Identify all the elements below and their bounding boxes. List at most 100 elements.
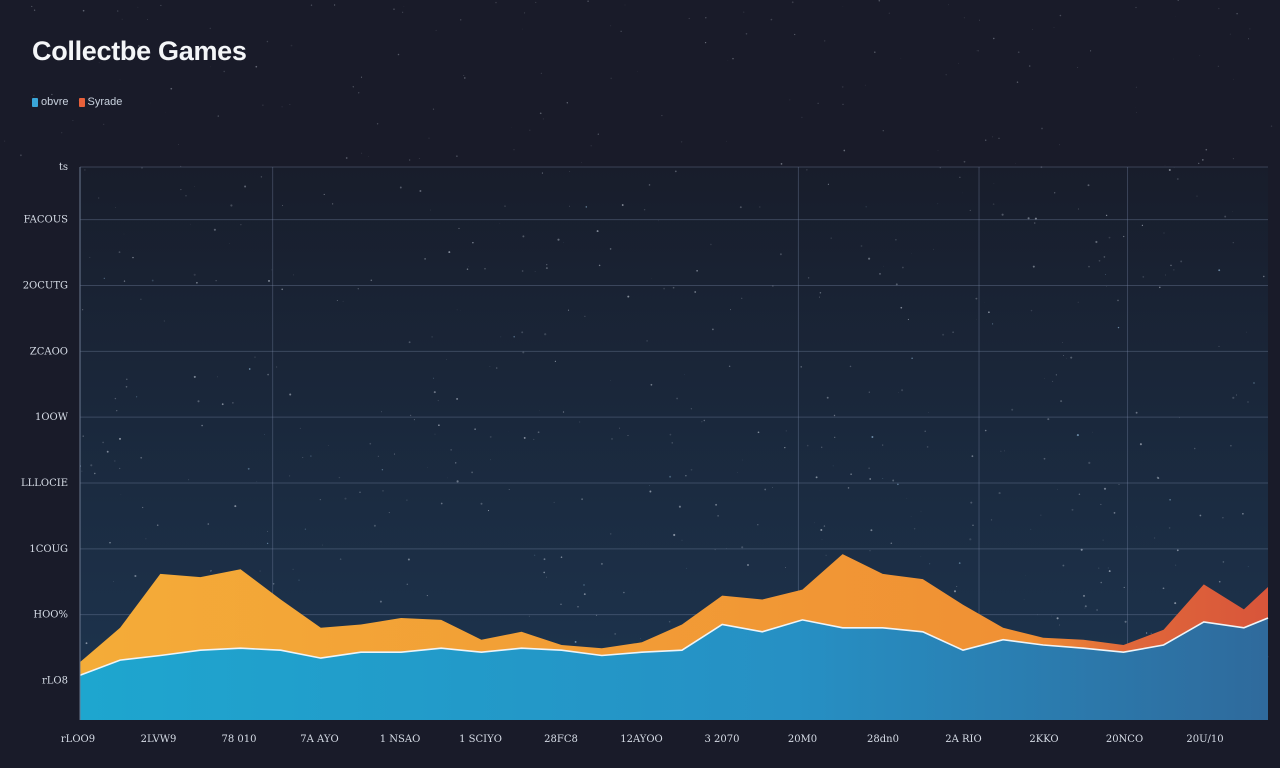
star xyxy=(456,155,458,157)
star xyxy=(160,4,162,6)
star xyxy=(1090,50,1092,52)
star xyxy=(743,11,745,13)
star xyxy=(244,185,247,188)
star xyxy=(1084,605,1087,608)
star xyxy=(504,205,506,207)
star xyxy=(1163,232,1165,234)
star xyxy=(1205,148,1208,151)
star xyxy=(118,437,122,440)
star xyxy=(562,411,565,413)
star xyxy=(993,37,995,40)
star xyxy=(868,391,870,393)
star xyxy=(472,242,474,244)
star xyxy=(1088,265,1090,268)
star xyxy=(727,60,729,62)
star xyxy=(435,29,437,31)
star xyxy=(145,538,147,540)
star xyxy=(676,397,678,400)
star xyxy=(898,392,899,393)
star xyxy=(745,33,748,35)
star xyxy=(567,309,570,311)
star xyxy=(1105,214,1108,217)
star xyxy=(119,467,121,469)
star xyxy=(1150,632,1152,634)
y-tick-label: LLLOCIE xyxy=(21,478,68,489)
star xyxy=(1173,269,1175,271)
y-axis-ticks: rLO8 HOO% 1COUG LLLOCIE 1OOW ZCAOO 2OCUTG FACOU… xyxy=(21,162,69,687)
star xyxy=(669,475,672,478)
star xyxy=(814,522,815,524)
star xyxy=(109,541,111,544)
star xyxy=(1229,33,1231,35)
star xyxy=(1193,447,1196,450)
star xyxy=(1052,380,1054,382)
star xyxy=(969,538,972,541)
star xyxy=(900,306,903,309)
star xyxy=(413,419,415,421)
star xyxy=(874,51,876,53)
star xyxy=(450,449,452,451)
star xyxy=(1100,503,1102,505)
star xyxy=(223,70,225,73)
x-tick-label: 20M0 xyxy=(788,734,817,745)
star xyxy=(563,242,564,243)
star xyxy=(1156,476,1159,479)
star xyxy=(1062,564,1065,567)
star xyxy=(869,478,872,480)
star xyxy=(271,269,273,271)
star xyxy=(533,554,536,557)
star xyxy=(513,335,515,338)
star xyxy=(850,473,852,475)
star xyxy=(869,550,871,552)
star xyxy=(141,166,143,169)
star xyxy=(1232,396,1235,399)
star xyxy=(619,427,620,429)
star xyxy=(207,523,210,525)
star xyxy=(646,340,648,342)
x-tick-label: rLOO9 xyxy=(61,734,95,745)
x-tick-label: 2LVW9 xyxy=(141,734,177,745)
star xyxy=(403,6,405,7)
star xyxy=(336,299,338,301)
star xyxy=(522,235,525,238)
star xyxy=(289,475,291,477)
star xyxy=(818,296,820,298)
star xyxy=(379,600,382,603)
star xyxy=(535,1,537,3)
star xyxy=(1108,236,1111,239)
star xyxy=(546,264,548,266)
star xyxy=(897,483,899,486)
star xyxy=(1059,14,1062,17)
star xyxy=(878,0,881,2)
star xyxy=(114,397,117,400)
star xyxy=(741,546,744,549)
star xyxy=(1078,493,1081,496)
star xyxy=(680,141,683,143)
star xyxy=(188,479,190,481)
star xyxy=(433,391,436,394)
star xyxy=(882,444,884,446)
star xyxy=(334,4,336,6)
star xyxy=(524,12,526,14)
star xyxy=(1175,564,1177,566)
star xyxy=(456,309,458,311)
star xyxy=(1136,112,1137,113)
star xyxy=(1034,217,1037,220)
star xyxy=(1247,38,1250,40)
star xyxy=(480,502,483,505)
star xyxy=(649,490,652,493)
star xyxy=(717,515,719,517)
star xyxy=(370,279,373,282)
star xyxy=(684,374,685,376)
star xyxy=(94,472,96,475)
star xyxy=(901,266,904,269)
star xyxy=(910,516,912,517)
star xyxy=(956,585,958,588)
star xyxy=(338,476,341,479)
star xyxy=(281,106,283,108)
star xyxy=(373,524,376,527)
star xyxy=(1098,567,1100,569)
star xyxy=(688,17,690,20)
star xyxy=(1103,487,1107,490)
star xyxy=(1103,256,1106,258)
